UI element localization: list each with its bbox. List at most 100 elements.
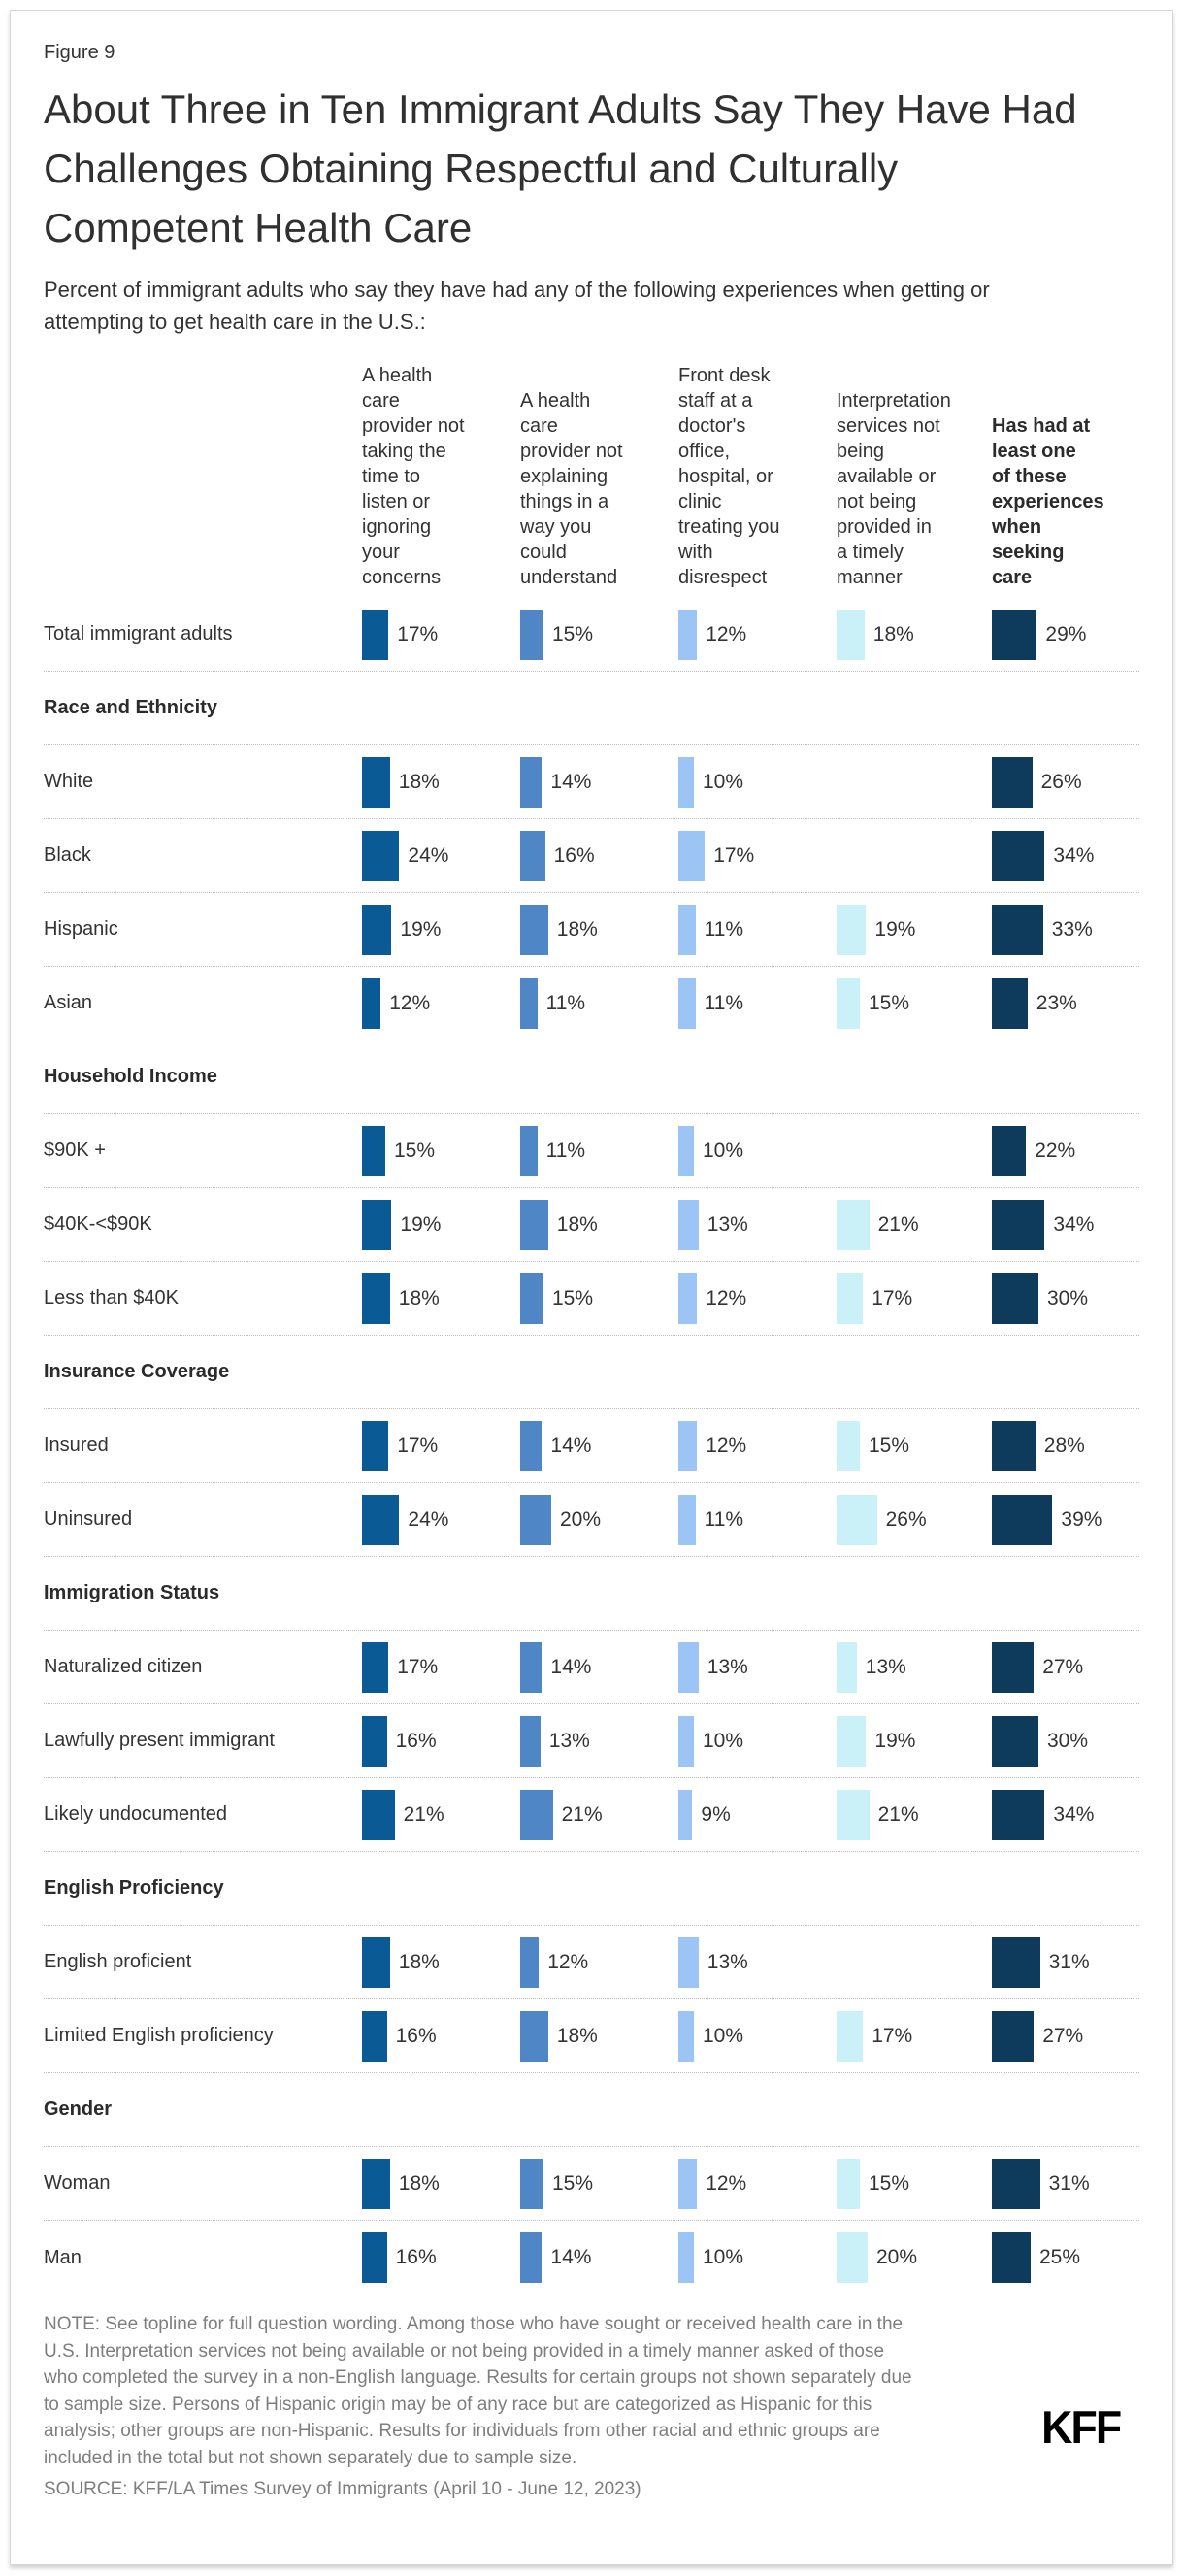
bar-cell: 21% [362,1778,520,1851]
bar-cell: 13% [520,1704,678,1777]
bar [837,1272,864,1324]
value-label: 31% [1048,1950,1090,1973]
bar [520,2010,548,2062]
bar-cell: 10% [678,1704,837,1777]
row-label: Asian [44,992,93,1013]
value-label: 18% [398,2171,440,2195]
note-text: NOTE: See topline for full question word… [44,2314,912,2468]
bar [678,756,694,808]
row-label: Total immigrant adults [44,623,233,644]
value-label: 15% [552,622,594,645]
value-label: 20% [560,1507,602,1531]
value-label: 11% [545,991,586,1014]
table-row: Naturalized citizen 17% 14% 13% 13% 27% [44,1631,1139,1704]
table-row: Asian 12% 11% 11% 15% 23% [44,967,1139,1040]
bar [992,1272,1038,1324]
bar [520,1420,543,1471]
bar [837,977,860,1029]
bar [992,609,1037,660]
value-label: 14% [550,2246,592,2268]
bar [992,1715,1038,1767]
bar-cell: 13% [678,1631,837,1703]
column-header: Has had at least one of these experience… [992,415,1104,588]
row-label: Likely undocumented [44,1803,228,1825]
value-label: 22% [1035,1139,1076,1162]
bar [678,2010,694,2062]
bar-cell: 12% [678,1409,837,1482]
bar-cell: 18% [362,2147,520,2220]
value-label: 16% [553,843,595,867]
value-label: 17% [397,1655,439,1678]
value-label: 21% [877,1802,919,1826]
table-row: Hispanic 19% 18% 11% 19% 33% [44,893,1139,967]
bar-cell: 13% [678,1188,837,1261]
bar-cell: 15% [837,1409,992,1482]
bar-cell: 21% [520,1778,678,1851]
value-label: 15% [552,2171,594,2195]
bar [362,1641,389,1693]
value-label: 12% [706,1286,747,1309]
bar-cell: 10% [678,1114,837,1187]
bar [837,1789,870,1840]
bar [678,1272,698,1324]
value-label: 24% [408,1507,449,1531]
section-label: Household Income [44,1066,217,1087]
bar [520,1641,543,1693]
bar-cell: 16% [362,1999,520,2072]
bar [992,1641,1035,1693]
row-label: Black [44,844,91,866]
value-label: 18% [872,622,914,645]
value-label: 17% [397,1434,439,1457]
bar-cell: 14% [520,1409,678,1482]
table-row: Lawfully present immigrant 16% 13% 10% 19% 30… [44,1704,1139,1778]
value-label: 19% [400,917,442,941]
bar-cell: 34% [992,1188,1150,1261]
chart-title: About Three in Ten Immigrant Adults Say … [44,86,1077,250]
bar [678,977,696,1029]
bar-cell [837,1114,992,1187]
bar [992,2158,1040,2209]
bar-cell: 12% [520,1926,678,1998]
value-label: 12% [389,991,431,1014]
section-label: Race and Ethnicity [44,697,217,718]
value-label: 15% [552,1286,594,1309]
table-row: $40K-<$90K 19% 18% 13% 21% 34% [44,1188,1139,1262]
value-label: 20% [876,2246,918,2268]
value-label: 13% [865,1655,906,1678]
bar-cell: 23% [992,967,1150,1040]
figure-label: Figure 9 [44,42,115,63]
column-header: A health care provider not explaining th… [520,390,623,588]
bar-cell: 15% [520,1262,678,1335]
bar-cell: 15% [837,967,992,1040]
bar-cell: 19% [837,1704,992,1777]
bar [992,1789,1045,1840]
value-label: 13% [707,1212,748,1236]
row-label: Woman [44,2172,111,2194]
column-header: Front desk staff at a doctor's office, h… [678,365,780,588]
bar [362,1494,400,1545]
bar-cell: 39% [992,1483,1150,1556]
bar [362,1199,392,1250]
bar [520,1936,540,1988]
bar [837,1494,877,1545]
bar [678,904,696,955]
value-label: 18% [398,1286,440,1309]
bar [678,1641,699,1693]
row-label: $40K-<$90K [44,1213,152,1235]
bar-cell: 30% [992,1704,1150,1777]
column-header: Interpretation services not being availa… [837,390,951,588]
value-label: 10% [703,2024,744,2047]
bar-cell: 27% [992,1999,1150,2072]
row-label: Insured [44,1435,109,1456]
value-label: 10% [703,1139,744,1162]
value-label: 18% [398,770,440,793]
bar-cell: 11% [678,967,837,1040]
bar-cell: 18% [520,893,678,966]
bar-cell: 18% [837,598,992,671]
bar-cell: 12% [362,967,520,1040]
bar [992,1936,1040,1988]
value-label: 14% [550,770,592,793]
bar-cell: 34% [992,1778,1150,1851]
footer: NOTE: See topline for full question word… [44,2311,1139,2503]
bar [678,609,698,660]
